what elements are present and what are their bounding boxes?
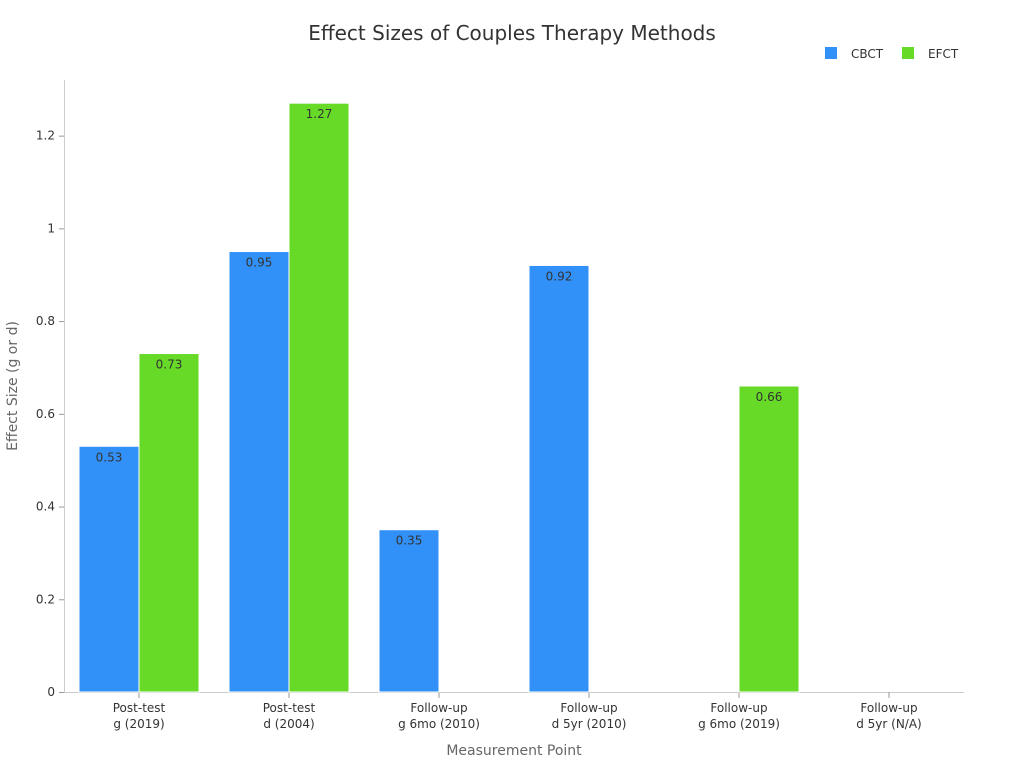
data-label: 0.35: [396, 534, 423, 548]
bar-efct[interactable]: [738, 385, 800, 693]
bar-efct[interactable]: [138, 353, 200, 693]
x-tick-label-line: Post-test: [113, 701, 166, 715]
chart-title: Effect Sizes of Couples Therapy Methods: [308, 21, 716, 45]
bar-cbct[interactable]: [378, 529, 440, 693]
legend: CBCT EFCT: [825, 47, 959, 61]
data-label: 1.27: [306, 107, 333, 121]
bar-efct[interactable]: [288, 102, 350, 693]
x-tick-label-line: d 5yr (2010): [552, 717, 627, 731]
x-tick-label-line: g (2019): [113, 717, 164, 731]
x-tick-label-line: d 5yr (N/A): [856, 717, 922, 731]
data-labels: 0.53 0.95 0.35 0.92 0.73 1.27 0.66: [96, 107, 783, 548]
y-axis: 0 0.2 0.4 0.6 0.8 1 1.2: [36, 80, 65, 699]
y-tick-label: 0.8: [36, 314, 55, 328]
x-tick-label: Post-test g (2019): [113, 701, 166, 731]
legend-label[interactable]: EFCT: [928, 47, 959, 61]
x-tick-label-line: Follow-up: [710, 701, 767, 715]
x-axis: Post-test g (2019) Post-test d (2004) Follow…: [64, 692, 964, 731]
bars: [78, 102, 800, 693]
y-tick-label: 1: [47, 221, 55, 235]
bar-cbct[interactable]: [228, 251, 290, 693]
y-tick-label: 1.2: [36, 129, 55, 143]
x-tick-label: Follow-up g 6mo (2010): [398, 701, 480, 731]
y-tick-label: 0.6: [36, 407, 55, 421]
data-label: 0.92: [546, 269, 573, 283]
x-axis-title: Measurement Point: [446, 743, 582, 759]
x-tick-label-line: g 6mo (2010): [398, 717, 480, 731]
data-label: 0.95: [246, 256, 273, 270]
x-tick-label: Follow-up d 5yr (N/A): [856, 701, 922, 731]
x-tick-label: Post-test d (2004): [263, 701, 316, 731]
bar-cbct[interactable]: [78, 445, 140, 693]
x-tick-label-line: Follow-up: [560, 701, 617, 715]
x-tick-label: Follow-up d 5yr (2010): [552, 701, 627, 731]
data-label: 0.53: [96, 450, 123, 464]
legend-swatch-cbct: [825, 47, 837, 59]
data-label: 0.66: [756, 390, 783, 404]
y-tick-label: 0.4: [36, 500, 55, 514]
x-tick-label-line: Follow-up: [410, 701, 467, 715]
y-tick-label: 0: [47, 685, 55, 699]
data-label: 0.73: [156, 358, 183, 372]
y-axis-title: Effect Size (g or d): [5, 321, 21, 451]
x-tick-label: Follow-up g 6mo (2019): [698, 701, 780, 731]
x-tick-label-line: d (2004): [263, 717, 314, 731]
legend-swatch-efct: [902, 47, 914, 59]
legend-label[interactable]: CBCT: [851, 47, 884, 61]
bar-cbct[interactable]: [528, 264, 590, 693]
x-tick-label-line: g 6mo (2019): [698, 717, 780, 731]
x-tick-label-line: Post-test: [263, 701, 316, 715]
y-tick-label: 0.2: [36, 592, 55, 606]
x-tick-label-line: Follow-up: [860, 701, 917, 715]
